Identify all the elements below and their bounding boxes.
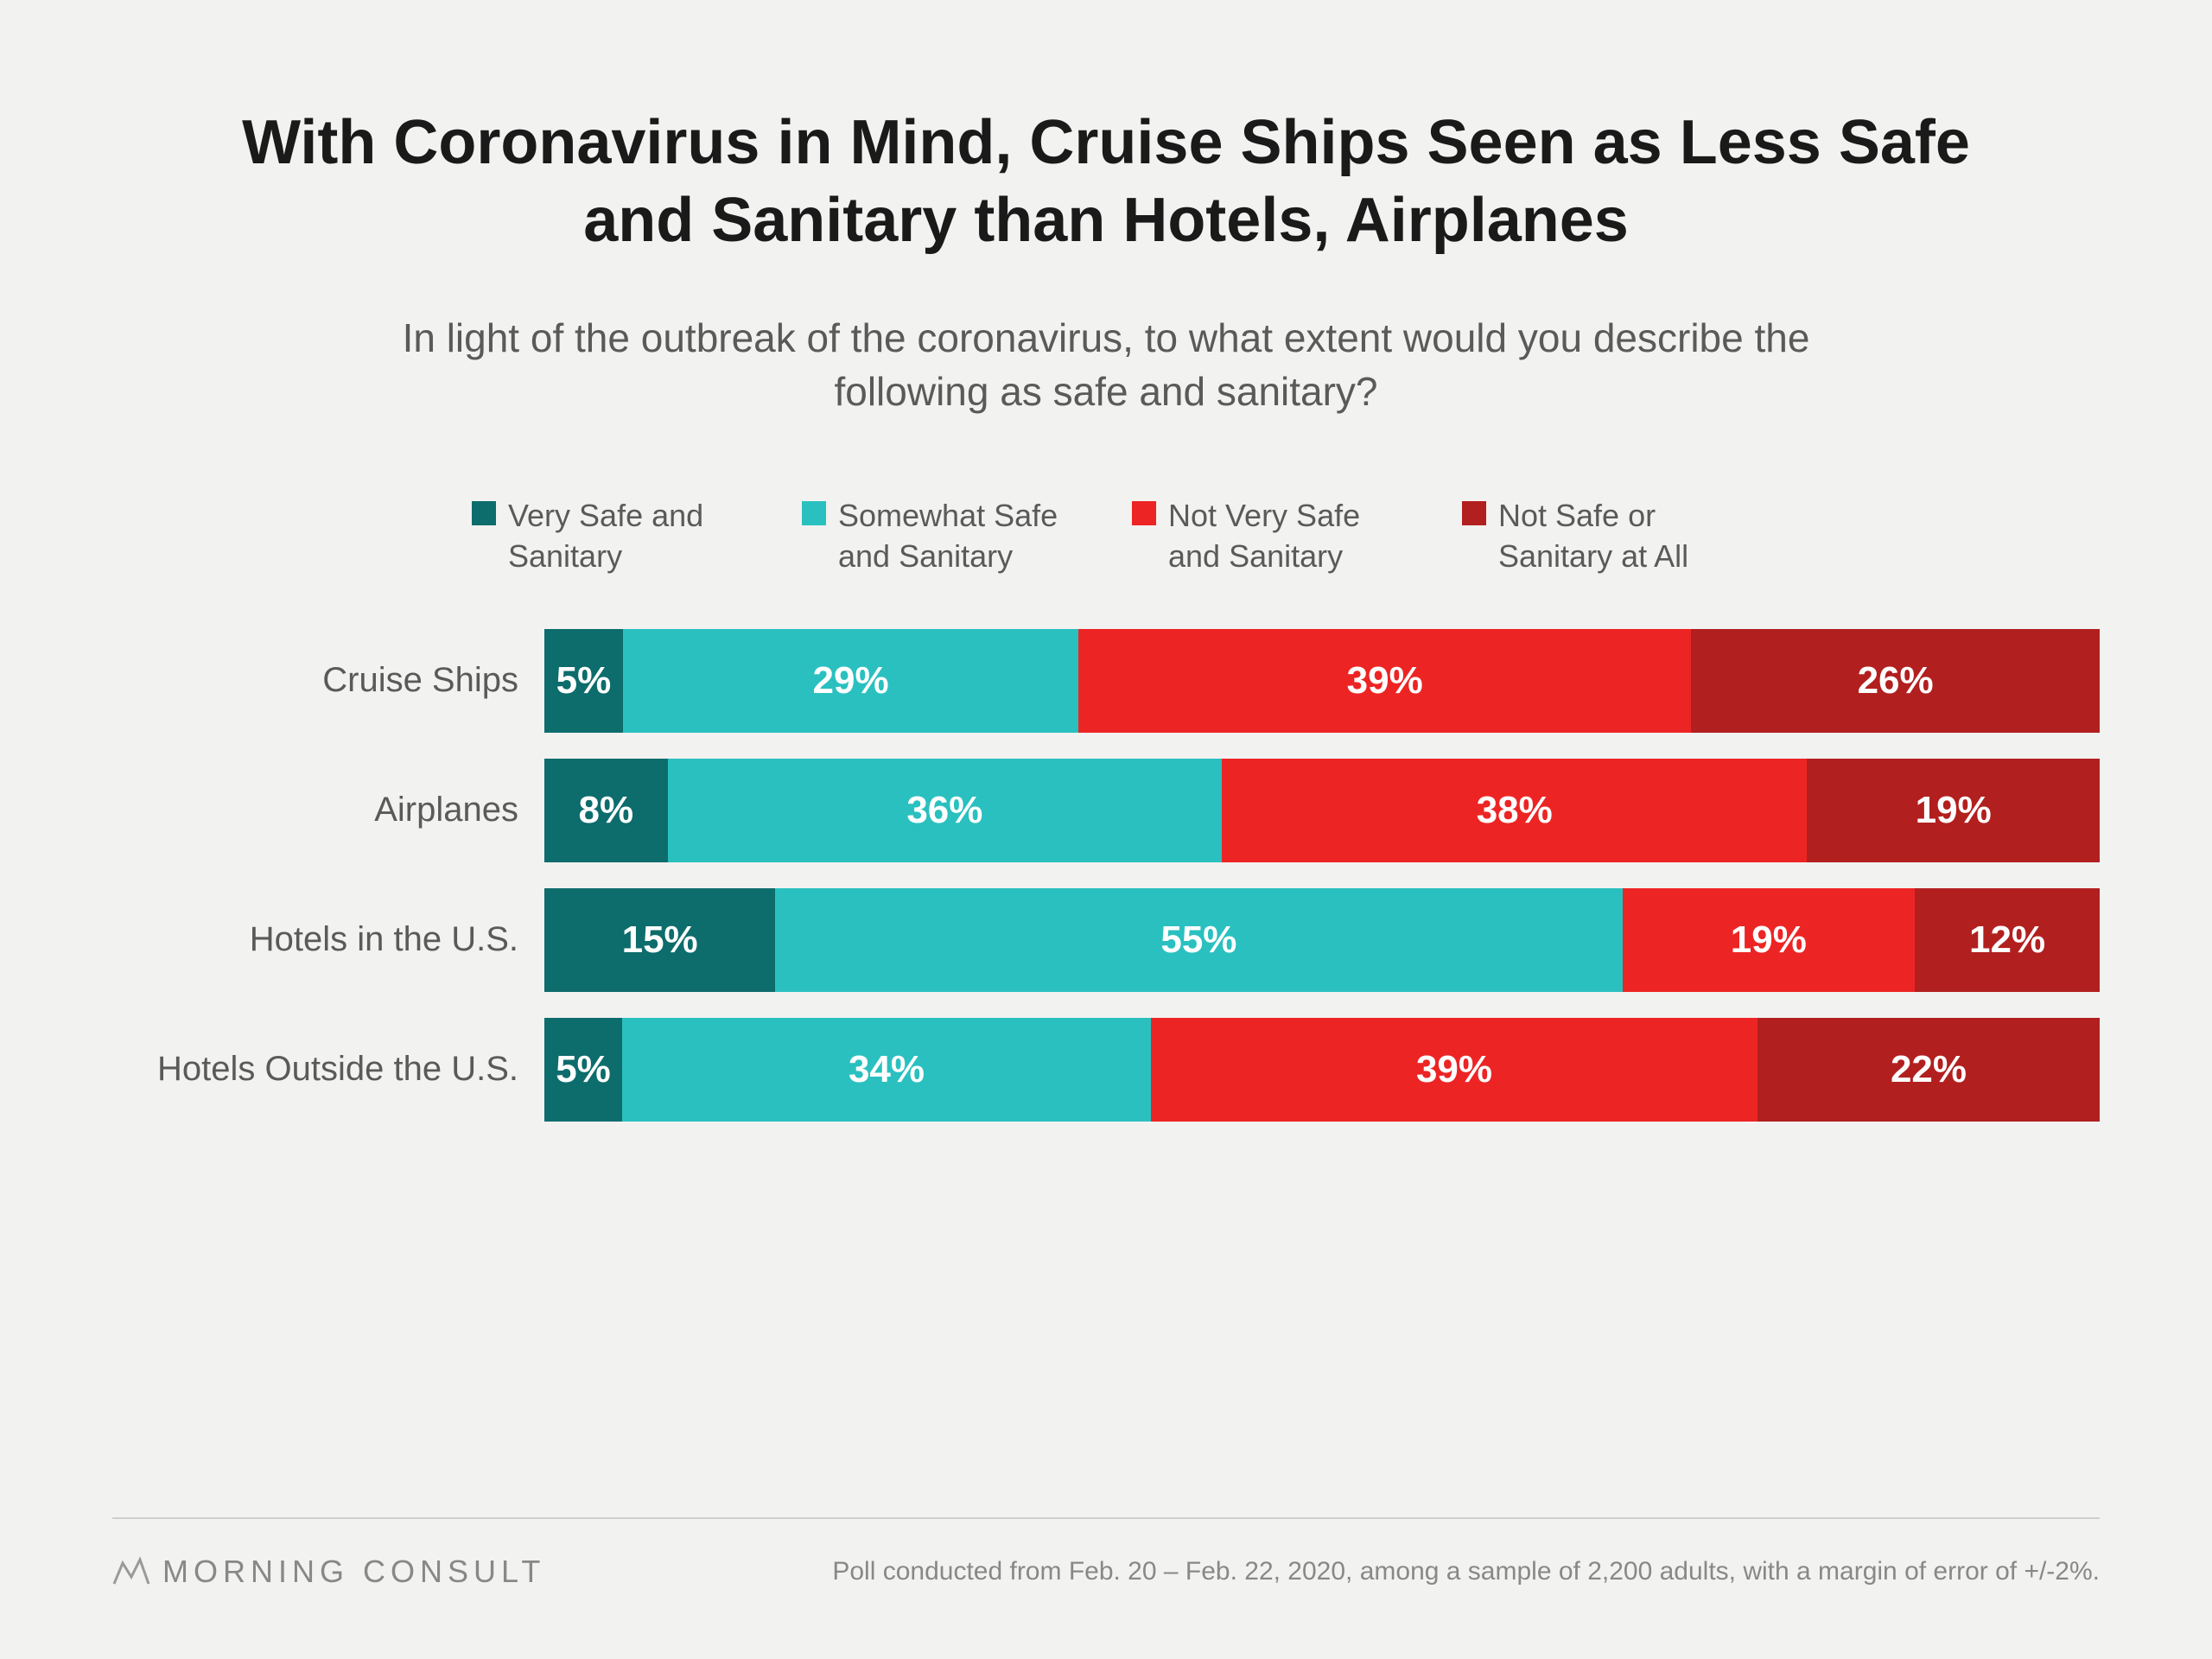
footnote: Poll conducted from Feb. 20 – Feb. 22, 2… (832, 1557, 2100, 1586)
bar-segment: 5% (544, 629, 623, 733)
chart-title: With Coronavirus in Mind, Cruise Ships S… (112, 104, 2100, 259)
chart-subtitle: In light of the outbreak of the coronavi… (112, 311, 2100, 418)
legend-label: Not Very Safe and Sanitary (1168, 496, 1410, 577)
bar-segment: 29% (623, 629, 1078, 733)
row-label: Airplanes (147, 791, 544, 830)
bar-segment: 39% (1078, 629, 1691, 733)
legend-item: Not Very Safe and Sanitary (1132, 496, 1410, 577)
legend-swatch (1462, 501, 1486, 525)
chart-row: Airplanes8%36%38%19% (147, 759, 2100, 862)
legend-swatch (802, 501, 826, 525)
bar-segment: 38% (1222, 759, 1807, 862)
bar-segment: 19% (1807, 759, 2100, 862)
chart-row: Hotels in the U.S.15%55%19%12% (147, 888, 2100, 992)
brand-logo-icon (112, 1556, 150, 1587)
bar-segment: 36% (668, 759, 1223, 862)
bar-segment: 26% (1691, 629, 2100, 733)
footer: MORNING CONSULT Poll conducted from Feb.… (112, 1517, 2100, 1590)
bar: 5%34%39%22% (544, 1018, 2100, 1122)
bar: 5%29%39%26% (544, 629, 2100, 733)
bar-segment: 12% (1915, 888, 2100, 992)
chart-row: Cruise Ships5%29%39%26% (147, 629, 2100, 733)
bar-segment: 34% (622, 1018, 1151, 1122)
bar-segment: 22% (1758, 1018, 2100, 1122)
legend-item: Somewhat Safe and Sanitary (802, 496, 1080, 577)
bar-segment: 19% (1623, 888, 1916, 992)
chart-container: With Coronavirus in Mind, Cruise Ships S… (0, 0, 2212, 1659)
legend: Very Safe and Sanitary Somewhat Safe and … (112, 496, 2100, 577)
stacked-bar-chart: Cruise Ships5%29%39%26%Airplanes8%36%38%… (112, 629, 2100, 1448)
legend-label: Not Safe or Sanitary at All (1498, 496, 1740, 577)
bar-segment: 5% (544, 1018, 622, 1122)
legend-item: Very Safe and Sanitary (472, 496, 750, 577)
brand: MORNING CONSULT (112, 1554, 545, 1590)
brand-text: MORNING CONSULT (162, 1554, 545, 1590)
chart-row: Hotels Outside the U.S.5%34%39%22% (147, 1018, 2100, 1122)
bar-segment: 39% (1151, 1018, 1758, 1122)
legend-label: Somewhat Safe and Sanitary (838, 496, 1080, 577)
legend-item: Not Safe or Sanitary at All (1462, 496, 1740, 577)
bar-segment: 15% (544, 888, 775, 992)
bar: 15%55%19%12% (544, 888, 2100, 992)
row-label: Cruise Ships (147, 661, 544, 700)
row-label: Hotels Outside the U.S. (147, 1050, 544, 1089)
legend-swatch (472, 501, 496, 525)
row-label: Hotels in the U.S. (147, 920, 544, 959)
legend-label: Very Safe and Sanitary (508, 496, 750, 577)
legend-swatch (1132, 501, 1156, 525)
bar-segment: 8% (544, 759, 668, 862)
bar: 8%36%38%19% (544, 759, 2100, 862)
bar-segment: 55% (775, 888, 1622, 992)
